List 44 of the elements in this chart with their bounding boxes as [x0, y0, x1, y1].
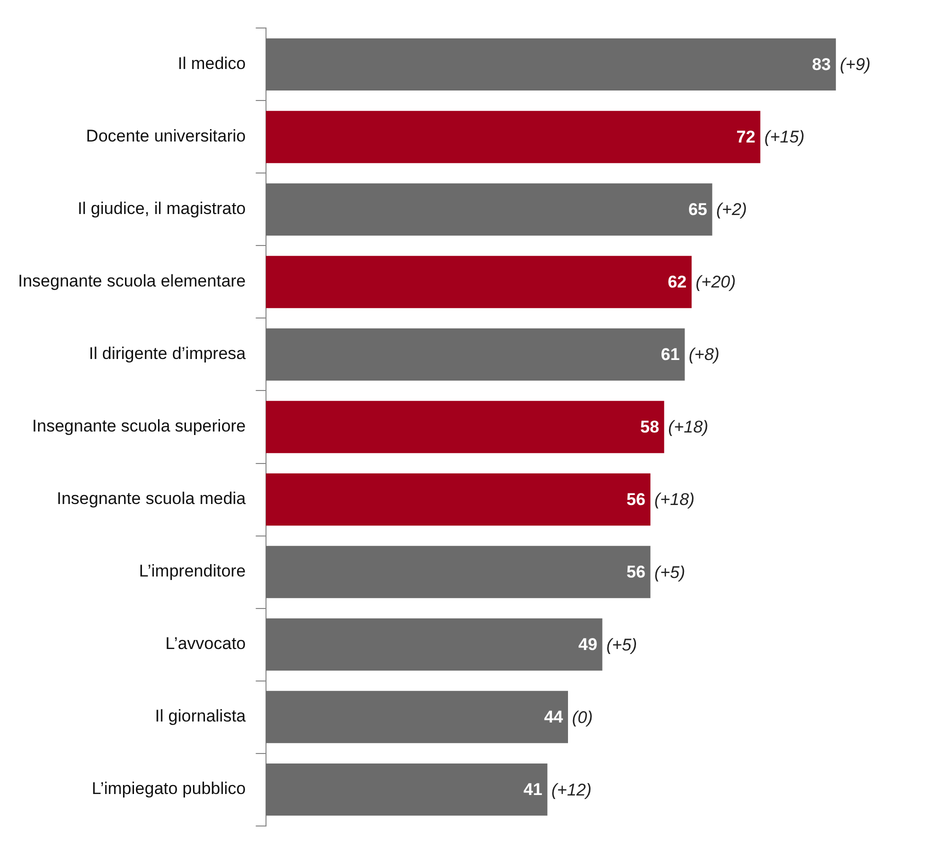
y-tick-label: L’imprenditore [138, 562, 246, 581]
data-label: 72 [736, 128, 756, 147]
bar [266, 400, 664, 454]
y-tick-label: Insegnante scuola media [56, 489, 246, 508]
bar [266, 328, 685, 381]
y-tick-label: Insegnante scuola superiore [32, 416, 246, 436]
data-label: 56 [626, 490, 646, 510]
y-tick-label: Il giudice, il magistrato [78, 199, 246, 218]
bar [266, 690, 568, 744]
annotation: (0) [572, 708, 593, 727]
bar [266, 618, 602, 671]
y-tick-label: Il dirigente d’impresa [88, 344, 246, 364]
data-label: 41 [523, 780, 542, 800]
annotation: (+2) [716, 200, 747, 220]
data-label: 65 [688, 200, 708, 220]
bar [266, 473, 650, 526]
y-tick-label: Docente universitario [86, 126, 246, 146]
data-label: 49 [578, 635, 598, 654]
annotation: (+5) [606, 635, 638, 654]
bar [266, 256, 692, 308]
data-label: 61 [660, 345, 680, 364]
annotation: (+12) [551, 780, 592, 800]
data-label: 58 [640, 418, 660, 437]
y-tick-label: Il medico [178, 54, 246, 74]
annotation: (+20) [696, 272, 736, 292]
data-label: 62 [668, 272, 687, 292]
annotation: (+18) [654, 490, 695, 510]
bar [266, 183, 712, 236]
annotation: (+18) [668, 418, 708, 437]
annotation: (+9) [840, 55, 871, 74]
data-label: 44 [544, 708, 564, 727]
y-tick-label: Insegnante scuola elementare [18, 272, 246, 291]
y-tick-label: L’impiegato pubblico [92, 779, 246, 798]
annotation: (+15) [764, 128, 804, 147]
bar [266, 546, 650, 598]
annotation: (+5) [654, 562, 686, 582]
bar [266, 110, 760, 164]
data-label: 56 [626, 562, 646, 582]
annotation: (+8) [688, 345, 720, 364]
bar [266, 38, 836, 91]
y-tick-label: Il giornalista [155, 706, 246, 726]
data-label: 83 [812, 55, 831, 74]
y-tick-label: L’avvocato [165, 634, 246, 654]
bar [266, 763, 548, 816]
